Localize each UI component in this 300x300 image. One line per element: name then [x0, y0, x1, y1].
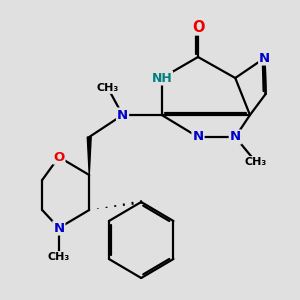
Text: NH: NH — [152, 71, 172, 85]
Text: N: N — [230, 130, 241, 143]
Text: O: O — [192, 20, 204, 34]
Text: N: N — [193, 130, 204, 143]
Text: N: N — [53, 221, 64, 235]
Text: CH₃: CH₃ — [97, 83, 119, 93]
Text: O: O — [53, 151, 64, 164]
Text: N: N — [117, 109, 128, 122]
Text: CH₃: CH₃ — [245, 157, 267, 167]
Text: N: N — [259, 52, 270, 64]
Text: CH₃: CH₃ — [48, 252, 70, 262]
Polygon shape — [87, 137, 91, 175]
